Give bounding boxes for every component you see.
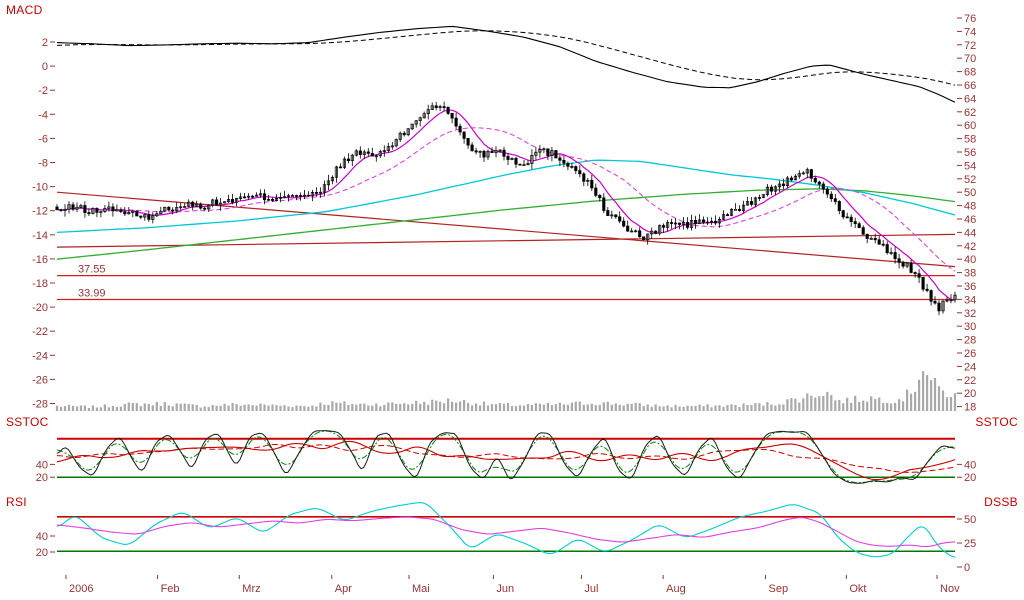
macd-lines: [56, 25, 956, 103]
right-axis-tick-label: 60: [964, 120, 976, 132]
right-axis-tick-label: 40: [964, 254, 976, 266]
right-axis-tick-label: 30: [964, 321, 976, 333]
x-axis-month-label: Nov: [940, 583, 960, 595]
right-axis-tick-label: 58: [964, 134, 976, 146]
left-axis-tick-label: -18: [32, 278, 48, 290]
left-axis-tick-label: -24: [32, 350, 48, 362]
right-axis-tick-label: 52: [964, 174, 976, 186]
right-axis-tick-label: 22: [964, 375, 976, 387]
dssb-right-tick-label: 0: [964, 562, 970, 574]
right-axis-tick-label: 66: [964, 80, 976, 92]
sstoc-left-tick-label: 40: [36, 459, 48, 471]
dssb-right-tick-label: 25: [964, 538, 976, 550]
sstoc-left-tick-label: 20: [36, 472, 48, 484]
right-axis-tick-label: 34: [964, 294, 976, 306]
rsi-panel-label: RSI: [6, 495, 27, 509]
main-axes: 20-2-4-6-8-10-12-14-16-18-20-22-24-26-28…: [32, 13, 976, 414]
right-axis-tick-label: 42: [964, 241, 976, 253]
sstoc-slow-line: [56, 440, 956, 481]
rsi-left-tick-label: 40: [36, 531, 48, 543]
sstoc-panel-label-left: SSTOC: [6, 415, 49, 429]
x-axis-month-label: Apr: [335, 583, 352, 595]
sstoc-right-tick-label: 40: [964, 459, 976, 471]
right-axis-tick-label: 50: [964, 187, 976, 199]
left-axis-tick-label: -8: [38, 158, 48, 170]
trendline-1: [56, 191, 956, 268]
left-axis-tick-label: -26: [32, 374, 48, 386]
right-axis-tick-label: 20: [964, 388, 976, 400]
left-axis-tick-label: -10: [32, 182, 48, 194]
right-axis-tick-label: 24: [964, 361, 976, 373]
macd-panel-label: MACD: [6, 3, 43, 17]
moving-averages: [56, 109, 956, 301]
sstoc-d-line: [56, 430, 956, 484]
left-axis-tick-label: -12: [32, 206, 48, 218]
trendline-2: [56, 233, 956, 248]
x-axis-month-label: Feb: [161, 583, 180, 595]
dssb-panel-label: DSSB: [984, 495, 1018, 509]
left-axis-tick-label: -6: [38, 133, 48, 145]
right-axis-tick-label: 36: [964, 281, 976, 293]
left-axis-tick-label: -4: [38, 109, 48, 121]
rsi-panel: 40 20 50 25 0: [36, 502, 976, 574]
left-axis-tick-label: -2: [38, 85, 48, 97]
left-axis-tick-label: -20: [32, 302, 48, 314]
right-axis-tick-label: 56: [964, 147, 976, 159]
ma-mid-line: [56, 159, 956, 234]
x-axis-month-label: Sep: [769, 583, 789, 595]
left-axis-tick-label: 2: [42, 37, 48, 49]
right-axis-tick-label: 76: [964, 13, 976, 25]
ma-long-line: [56, 188, 956, 260]
left-axis-tick-label: -28: [32, 399, 48, 411]
right-axis-tick-label: 46: [964, 214, 976, 226]
left-axis-tick-label: -14: [32, 230, 48, 242]
dssb-right-tick-label: 50: [964, 514, 976, 526]
rsi-line: [56, 516, 956, 548]
right-axis-tick-label: 62: [964, 107, 976, 119]
sstoc-slow-dashed-line: [56, 444, 956, 473]
x-axis-month-label: Mrz: [242, 583, 260, 595]
sstoc-panel-label-right: SSTOC: [975, 415, 1018, 429]
left-axis-tick-label: 0: [42, 61, 48, 73]
support-line-value: 37.55: [78, 264, 106, 276]
x-axis-labels: 2006 Feb Mrz Apr Mai Jun Jul Aug Sep Okt Nov: [65, 575, 960, 595]
rsi-left-tick-label: 20: [36, 547, 48, 559]
left-axis-tick-label: -22: [32, 326, 48, 338]
right-axis-tick-label: 70: [964, 53, 976, 65]
trendlines: 37.55 33.99: [56, 191, 956, 301]
support-line-value: 33.99: [78, 288, 106, 300]
right-axis-tick-label: 74: [964, 26, 976, 38]
right-axis-tick-label: 28: [964, 335, 976, 347]
right-axis-tick-label: 64: [964, 93, 976, 105]
dssb-line: [56, 502, 956, 558]
right-axis-tick-label: 32: [964, 308, 976, 320]
right-axis-tick-label: 72: [964, 40, 976, 52]
right-axis-tick-label: 48: [964, 201, 976, 213]
ma-fast-line: [56, 109, 956, 301]
right-axis-tick-label: 26: [964, 348, 976, 360]
volume-bars: [55, 371, 957, 411]
right-axis-tick-label: 18: [964, 402, 976, 414]
left-axis-tick-label: -16: [32, 254, 48, 266]
right-axis-tick-label: 54: [964, 160, 976, 172]
right-axis-tick-label: 44: [964, 227, 976, 239]
x-axis-month-label: Okt: [849, 583, 866, 595]
x-axis-month-label: Jul: [584, 583, 598, 595]
x-axis-month-label: Mai: [412, 583, 430, 595]
candlestick-series: [55, 101, 957, 316]
candle-wicks: [56, 101, 956, 316]
x-axis-month-label: Aug: [666, 583, 686, 595]
right-axis-tick-label: 38: [964, 268, 976, 280]
macd-line: [56, 25, 956, 103]
x-axis-month-label: 2006: [69, 583, 93, 595]
x-axis-month-label: Jun: [496, 583, 514, 595]
macd-signal-line: [56, 30, 956, 86]
sstoc-fast-line: [56, 430, 956, 484]
sstoc-right-tick-label: 20: [964, 472, 976, 484]
ma-slow-dashed-line: [56, 127, 956, 272]
right-axis-tick-label: 68: [964, 67, 976, 79]
